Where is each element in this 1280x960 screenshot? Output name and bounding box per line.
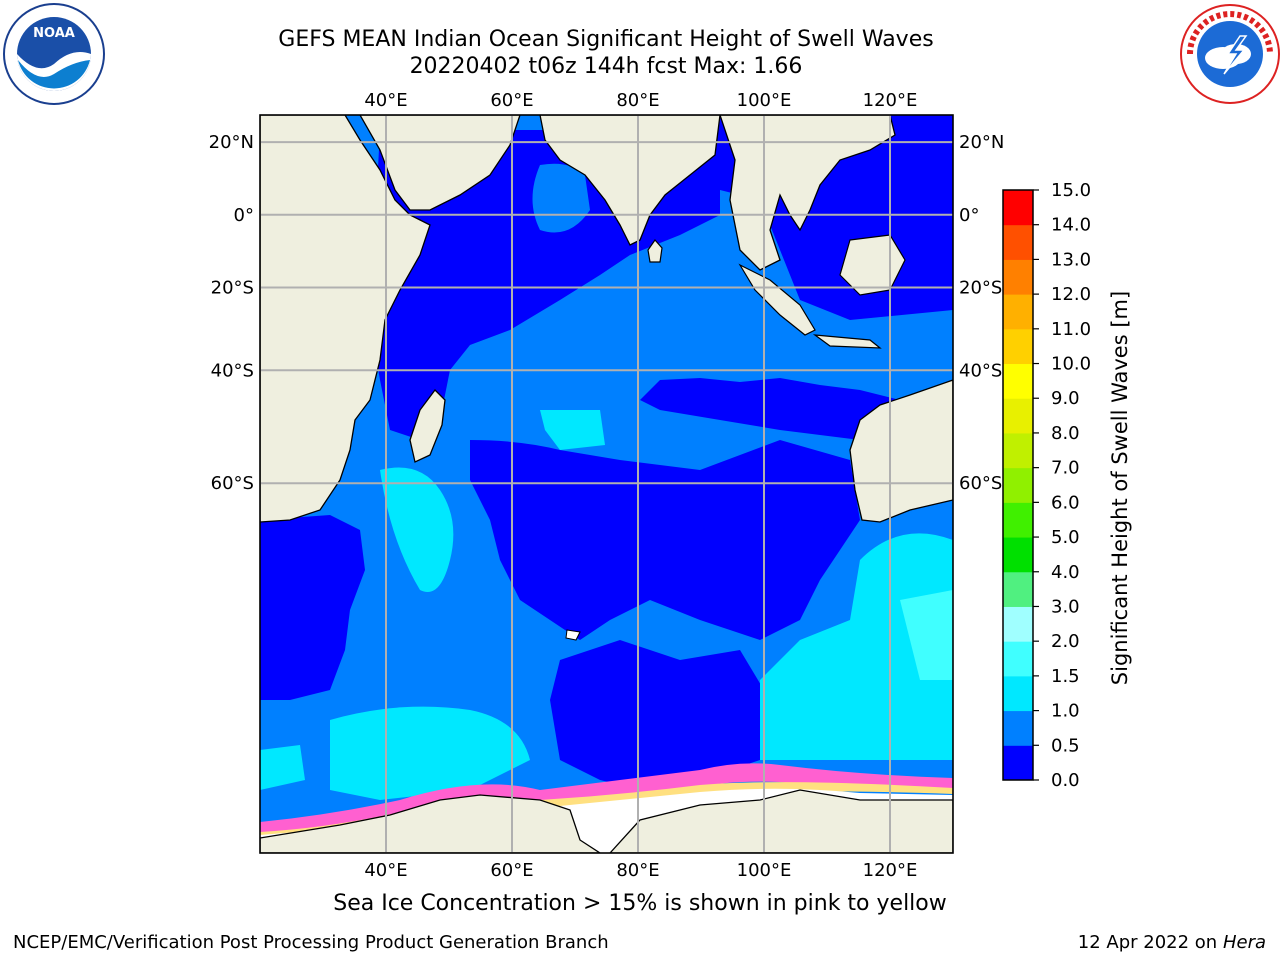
graticule bbox=[260, 115, 953, 853]
lon-label-top: 60°E bbox=[490, 90, 533, 111]
lon-label-bottom: 40°E bbox=[364, 860, 407, 881]
land-java bbox=[812, 334, 882, 349]
colorbar-tick-label: 14.0 bbox=[1051, 215, 1091, 236]
nws-logo-icon bbox=[1180, 4, 1280, 104]
lon-label-top: 120°E bbox=[863, 90, 918, 111]
land-antarctica-west bbox=[260, 794, 602, 853]
colorbar-bin bbox=[1003, 190, 1033, 226]
colorbar-tick-label: 7.0 bbox=[1051, 458, 1080, 479]
colorbar-bin bbox=[1003, 675, 1033, 712]
lat-label-left: 20°N bbox=[209, 132, 254, 153]
colorbar-bin bbox=[1003, 641, 1033, 677]
colorbar-tick-label: 3.0 bbox=[1051, 596, 1080, 617]
colorbar-bin bbox=[1003, 259, 1033, 295]
land-arabia bbox=[359, 115, 521, 211]
colorbar-bin bbox=[1003, 363, 1033, 399]
colorbar-bin bbox=[1003, 710, 1033, 746]
land-sumatra bbox=[738, 263, 816, 336]
colorbar-tick-label: 2.0 bbox=[1051, 631, 1080, 652]
colorbar-bin bbox=[1003, 224, 1033, 260]
lat-label-right: 60°S bbox=[959, 473, 1002, 494]
footer-credit: NCEP/EMC/Verification Post Processing Pr… bbox=[13, 932, 609, 953]
colorbar-bin bbox=[1003, 398, 1033, 434]
land-antarctica-east bbox=[609, 789, 953, 853]
lon-label-bottom: 60°E bbox=[490, 860, 533, 881]
lon-label-bottom: 80°E bbox=[616, 860, 659, 881]
colorbar-bin bbox=[1003, 745, 1033, 781]
lon-label-top: 100°E bbox=[737, 90, 792, 111]
colorbar-tick-label: 11.0 bbox=[1051, 319, 1091, 340]
lat-label-right: 20°S bbox=[959, 277, 1002, 298]
footer-date: 12 Apr 2022 on Hera bbox=[1078, 932, 1266, 953]
swell-high-southwest bbox=[330, 706, 530, 800]
lat-label-left: 0° bbox=[234, 205, 254, 226]
colorbar-bin bbox=[1003, 467, 1033, 503]
swell-high-patch-2 bbox=[540, 410, 605, 450]
colorbar-bin bbox=[1003, 502, 1033, 538]
colorbar-frame bbox=[1002, 189, 1034, 781]
colorbar: 0.0 0.5 1.0 1.5 2.0 3.0 4.0 5.0 6.0 7.0 8.0 9.0 10.0… bbox=[1002, 180, 1091, 791]
colorbar-tick-label: 9.0 bbox=[1051, 388, 1080, 409]
colorbar-tick-label: 1.0 bbox=[1051, 701, 1080, 722]
swell-high-patch-1 bbox=[380, 467, 454, 592]
sea-ice-note: Sea Ice Concentration > 15% is shown in … bbox=[333, 891, 947, 916]
lat-label-right: 40°S bbox=[959, 360, 1002, 381]
lon-label-bottom: 100°E bbox=[737, 860, 792, 881]
swell-high-east bbox=[760, 533, 953, 760]
colorbar-label: Significant Height of Swell Waves [m] bbox=[1108, 291, 1132, 685]
colorbar-bin bbox=[1003, 328, 1033, 365]
lat-label-left: 20°S bbox=[211, 277, 254, 298]
sea-ice-inner bbox=[260, 782, 953, 842]
svg-text:Significant Height of Swell Wa: Significant Height of Swell Waves [m] bbox=[1108, 291, 1132, 685]
map-frame bbox=[259, 114, 954, 854]
swell-low-west bbox=[260, 515, 365, 700]
colorbar-tick-label: 10.0 bbox=[1051, 354, 1091, 375]
land-sri-lanka bbox=[647, 239, 663, 263]
colorbar-tick-label: 8.0 bbox=[1051, 423, 1080, 444]
land-kerguelen bbox=[565, 629, 581, 641]
footer-date-text: 12 Apr 2022 on bbox=[1077, 932, 1218, 953]
lat-label-right: 0° bbox=[959, 205, 979, 226]
colorbar-bin bbox=[1003, 432, 1033, 469]
swell-high-far-west bbox=[260, 745, 305, 790]
colorbar-tick-label: 5.0 bbox=[1051, 527, 1080, 548]
lat-label-left: 60°S bbox=[211, 473, 254, 494]
colorbar-tick-label: 12.0 bbox=[1051, 284, 1091, 305]
lon-label-top: 40°E bbox=[364, 90, 407, 111]
colorbar-tick-label: 0.0 bbox=[1051, 770, 1080, 791]
lon-label-top: 80°E bbox=[616, 90, 659, 111]
footer-machine: Hera bbox=[1222, 932, 1266, 953]
noaa-logo-icon: NOAA bbox=[3, 3, 105, 105]
colorbar-tick-label: 0.5 bbox=[1051, 735, 1080, 756]
swell-low-central bbox=[470, 440, 860, 640]
page-title: GEFS MEAN Indian Ocean Significant Heigh… bbox=[278, 27, 934, 52]
coordinate-labels: 40°E 40°E 60°E 60°E 80°E 80°E 100°E 100°E 120°E 1… bbox=[209, 90, 1005, 881]
swell-low-south-central bbox=[550, 640, 770, 790]
lat-label-right: 20°N bbox=[959, 132, 1004, 153]
swell-higher-east bbox=[900, 590, 953, 680]
lat-label-left: 40°S bbox=[211, 360, 254, 381]
land-madagascar bbox=[409, 389, 446, 463]
colorbar-bin bbox=[1003, 606, 1033, 642]
noaa-logo-text: NOAA bbox=[33, 26, 75, 41]
colorbar-tick-label: 15.0 bbox=[1051, 180, 1091, 201]
lon-label-bottom: 120°E bbox=[863, 860, 918, 881]
page-subtitle: 20220402 t06z 144h fcst Max: 1.66 bbox=[409, 54, 803, 79]
colorbar-tick-label: 4.0 bbox=[1051, 562, 1080, 583]
land-india bbox=[539, 115, 721, 246]
colorbar-bin bbox=[1003, 571, 1033, 607]
colorbar-tick-label: 6.0 bbox=[1051, 492, 1080, 513]
colorbar-tick-label: 1.5 bbox=[1051, 666, 1080, 687]
colorbar-tick-label: 13.0 bbox=[1051, 249, 1091, 270]
colorbar-bin bbox=[1003, 537, 1033, 573]
colorbar-bin bbox=[1003, 294, 1033, 330]
